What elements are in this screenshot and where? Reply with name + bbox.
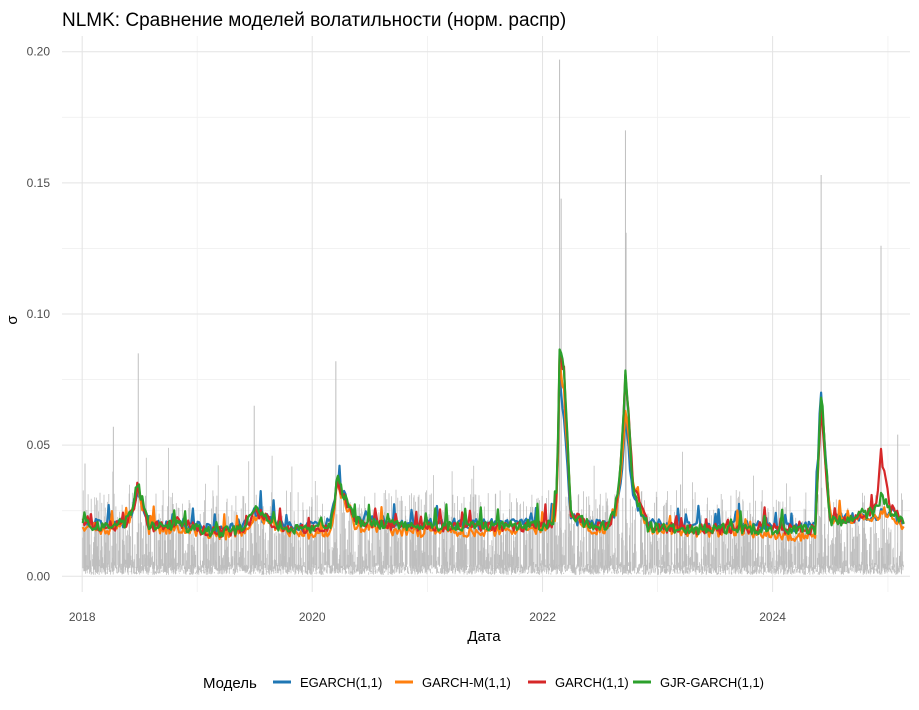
x-axis-label: Дата	[467, 628, 501, 645]
legend-label: EGARCH(1,1)	[300, 675, 382, 690]
grid	[62, 36, 910, 592]
series-line-garch-m-1-1	[81, 356, 905, 542]
chart-title: NLMK: Сравнение моделей волатильности (н…	[62, 10, 566, 31]
abs-returns-line	[82, 447, 904, 575]
model-series	[81, 348, 905, 542]
legend-title: Модель	[203, 675, 257, 692]
y-tick-label: 0.15	[27, 176, 51, 190]
x-tick-label: 2020	[299, 610, 326, 624]
series-line-egarch-1-1	[82, 372, 905, 535]
y-tick-label: 0.20	[27, 45, 51, 59]
y-axis-ticks: 0.00 0.05 0.10 0.15 0.20	[27, 45, 51, 584]
legend-label: GJR-GARCH(1,1)	[660, 675, 764, 690]
x-axis-ticks: 2018 2020 2022 2024	[69, 610, 786, 624]
y-tick-label: 0.10	[27, 307, 51, 321]
y-tick-label: 0.05	[27, 438, 51, 452]
series-line-gjr-garch-1-1	[81, 348, 905, 538]
legend-label: GARCH-M(1,1)	[422, 675, 511, 690]
y-axis-label: σ	[4, 315, 21, 325]
series-line-garch-1-1	[81, 352, 905, 538]
x-tick-label: 2024	[759, 610, 786, 624]
abs-returns-series	[82, 59, 904, 575]
x-tick-label: 2018	[69, 610, 96, 624]
y-tick-label: 0.00	[27, 569, 51, 583]
legend-label: GARCH(1,1)	[555, 675, 629, 690]
legend: Модель EGARCH(1,1) GARCH-M(1,1) GARCH(1,1)…	[203, 675, 764, 692]
x-tick-label: 2022	[529, 610, 556, 624]
